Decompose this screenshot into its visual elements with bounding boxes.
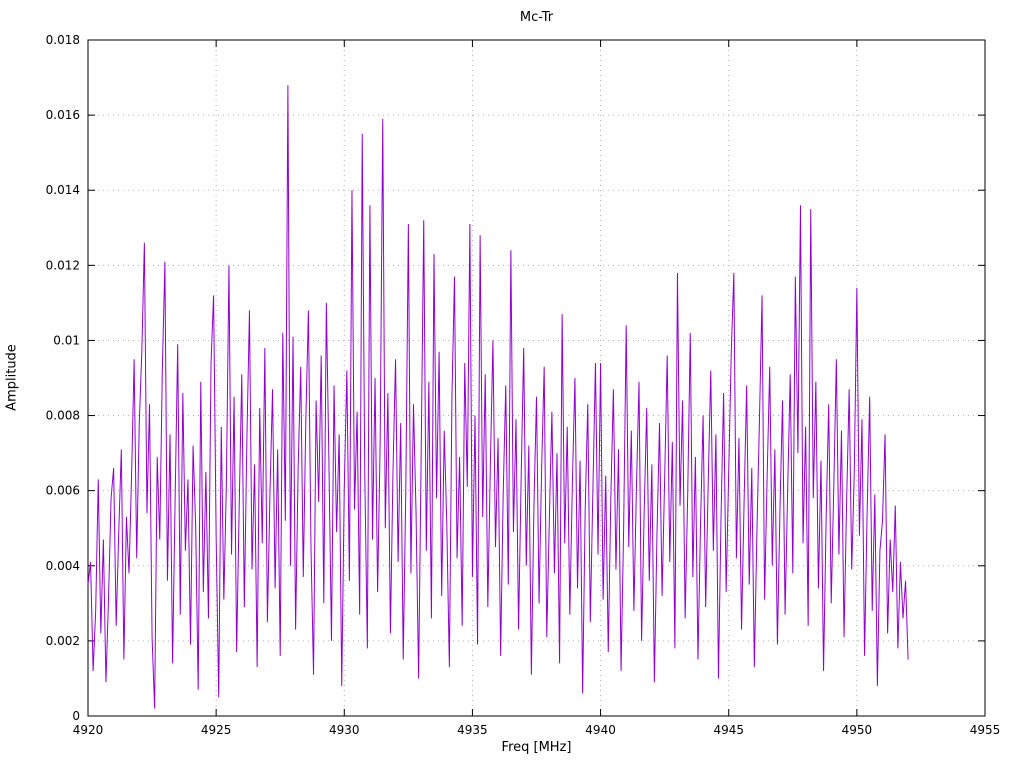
x-tick-label: 4920 bbox=[73, 723, 104, 737]
y-tick-label: 0.008 bbox=[46, 409, 80, 423]
y-tick-label: 0.016 bbox=[46, 108, 80, 122]
x-tick-label: 4950 bbox=[842, 723, 873, 737]
y-tick-label: 0.004 bbox=[46, 559, 80, 573]
x-tick-label: 4930 bbox=[329, 723, 360, 737]
x-tick-label: 4955 bbox=[970, 723, 1001, 737]
y-tick-label: 0.012 bbox=[46, 258, 80, 272]
data-series-line bbox=[87, 85, 909, 709]
x-tick-label: 4935 bbox=[457, 723, 488, 737]
y-tick-label: 0.002 bbox=[46, 634, 80, 648]
x-tick-label: 4925 bbox=[201, 723, 232, 737]
x-tick-label: 4945 bbox=[713, 723, 744, 737]
y-tick-label: 0.018 bbox=[46, 33, 80, 47]
y-tick-label: 0.014 bbox=[46, 183, 80, 197]
y-tick-label: 0.01 bbox=[53, 333, 80, 347]
plot-border bbox=[87, 39, 986, 717]
x-axis-label: Freq [MHz] bbox=[501, 740, 572, 755]
x-tick-label: 4940 bbox=[585, 723, 616, 737]
chart-title: Mc-Tr bbox=[519, 10, 554, 25]
y-tick-label: 0.006 bbox=[46, 484, 80, 498]
y-tick-label: 0 bbox=[72, 709, 80, 723]
